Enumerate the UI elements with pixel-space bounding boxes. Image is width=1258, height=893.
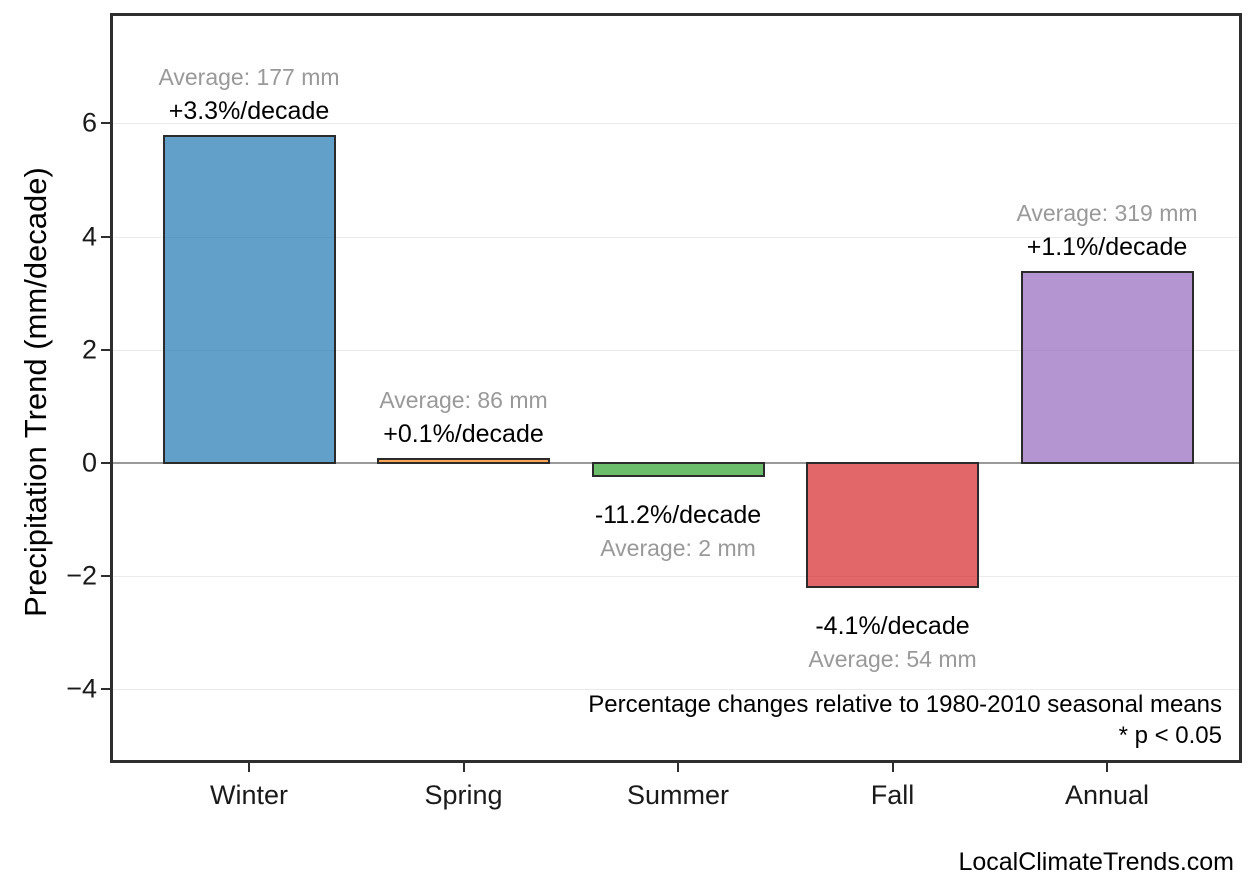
bar-spring xyxy=(377,457,550,464)
bar-winter xyxy=(162,134,336,464)
y-tick-label: 4 xyxy=(81,221,97,252)
x-axis-tick xyxy=(677,763,679,772)
bar-trend-label: +1.1%/decade xyxy=(1026,232,1188,261)
y-axis-tick xyxy=(101,688,110,691)
x-tick-label-annual: Annual xyxy=(1064,780,1150,810)
x-axis-tick xyxy=(462,763,465,772)
watermark-site-name: LocalClimateTrends.com xyxy=(958,848,1234,876)
bar-summer xyxy=(591,462,765,478)
x-axis-tick xyxy=(891,763,894,772)
bar-average-label: Average: 177 mm xyxy=(158,63,340,90)
y-tick-label: 2 xyxy=(81,334,97,365)
bar-trend-label: -11.2%/decade xyxy=(594,501,762,530)
bar-annual xyxy=(1020,270,1194,464)
bar-fall xyxy=(806,462,979,588)
gridline xyxy=(113,689,1239,691)
x-axis-tick xyxy=(248,763,250,772)
plot-area xyxy=(113,16,1239,760)
bar-average-label: Average: 86 mm xyxy=(379,386,548,413)
y-tick-label: 6 xyxy=(81,107,97,138)
y-axis-tick xyxy=(101,462,110,464)
bar-average-label: Average: 319 mm xyxy=(1016,199,1198,226)
gridline xyxy=(113,123,1239,125)
y-tick-label: 0 xyxy=(81,447,97,478)
gridline xyxy=(113,576,1239,578)
x-tick-label-winter: Winter xyxy=(209,780,289,810)
y-axis-title: Precipitation Trend (mm/decade) xyxy=(18,167,53,617)
annotation-significance-note: * p < 0.05 xyxy=(1118,722,1222,749)
annotation-baseline-note: Percentage changes relative to 1980-2010… xyxy=(588,691,1222,718)
x-tick-label-spring: Spring xyxy=(424,780,503,810)
x-tick-label-summer: Summer xyxy=(626,780,730,810)
y-axis-tick xyxy=(101,235,110,238)
bar-trend-label: +3.3%/decade xyxy=(168,96,330,125)
y-axis-tick xyxy=(101,348,110,351)
y-axis-tick xyxy=(101,575,110,578)
bar-trend-label: -4.1%/decade xyxy=(815,611,970,640)
y-axis-tick xyxy=(101,122,110,125)
y-tick-label: −4 xyxy=(66,673,97,704)
bar-average-label: Average: 2 mm xyxy=(600,535,756,562)
bar-average-label: Average: 54 mm xyxy=(808,645,977,672)
gridline xyxy=(113,349,1239,351)
x-axis-tick xyxy=(1106,763,1108,772)
x-tick-label-fall: Fall xyxy=(870,780,915,810)
y-tick-label: −2 xyxy=(66,560,97,591)
gridline xyxy=(113,236,1239,238)
bar-trend-label: +0.1%/decade xyxy=(383,419,544,448)
